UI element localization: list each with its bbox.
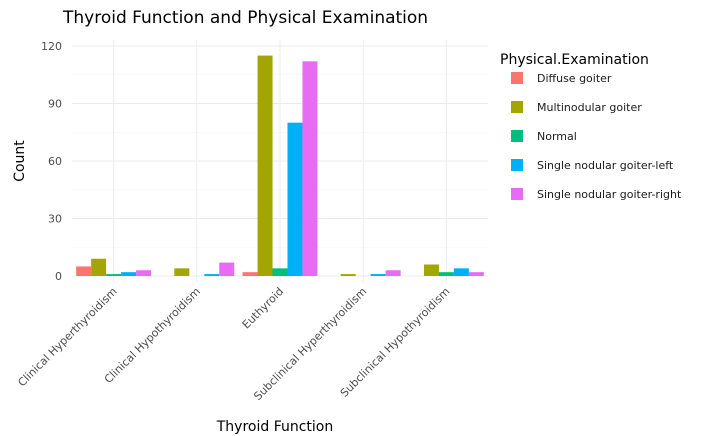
bars: Diffuse goiter: 5Multinodular goiter: 9N… — [76, 55, 484, 277]
bar: Single nodular goiter-left: 1 — [204, 274, 220, 276]
bar: Multinodular goiter: 6 — [423, 264, 439, 276]
bar: Single nodular goiter-left: 1 — [370, 274, 386, 276]
chart-title: Thyroid Function and Physical Examinatio… — [62, 8, 428, 28]
bar: Single nodular goiter-left: 2 — [121, 272, 137, 276]
bar: Single nodular goiter-right: 2 — [468, 272, 484, 276]
x-axis-title: Thyroid Function — [216, 419, 334, 435]
y-tick-label: 60 — [48, 155, 62, 168]
y-tick-label: 30 — [48, 213, 62, 226]
legend-label: Multinodular goiter — [537, 101, 642, 114]
y-tick-label: 90 — [48, 98, 62, 111]
y-tick-label: 0 — [55, 270, 62, 283]
legend-items: Diffuse goiter Multinodular goiter Normal S… — [511, 72, 682, 201]
bar: Multinodular goiter: 1 — [340, 274, 356, 276]
legend-swatch — [511, 101, 523, 113]
bar: Normal: 1 — [106, 274, 122, 276]
legend-swatch — [511, 72, 523, 84]
legend-swatch — [511, 130, 523, 142]
bar: Normal: 4 — [272, 268, 288, 276]
bar: Diffuse goiter: 2 — [242, 272, 258, 276]
grid — [72, 40, 488, 282]
legend-label: Normal — [537, 130, 577, 143]
bar: Single nodular goiter-right: 3 — [385, 270, 401, 276]
bar: Diffuse goiter: 5 — [76, 266, 92, 276]
y-tick-labels: 0 30 60 90 120 — [41, 40, 62, 283]
bar: Single nodular goiter-right: 112 — [302, 61, 318, 277]
bar: Multinodular goiter: 9 — [91, 258, 107, 276]
bar: Single nodular goiter-left: 4 — [453, 268, 469, 276]
bar: Normal: 2 — [438, 272, 454, 276]
legend-swatch — [511, 188, 523, 200]
bar: Single nodular goiter-right: 7 — [219, 262, 235, 276]
y-axis-title: Count — [12, 140, 28, 182]
x-tick-label: Clinical Hypothyroidism — [102, 285, 203, 386]
legend-swatch — [511, 159, 523, 171]
bar: Multinodular goiter: 115 — [257, 55, 273, 277]
legend-label: Diffuse goiter — [537, 72, 612, 85]
legend: Physical.Examination Diffuse goiter Multi… — [500, 52, 682, 201]
legend-label: Single nodular goiter-left — [537, 159, 674, 172]
legend-label: Single nodular goiter-right — [537, 188, 682, 201]
bar: Multinodular goiter: 4 — [174, 268, 190, 276]
x-tick-label: Euthyroid — [240, 285, 287, 332]
bar: Single nodular goiter-left: 80 — [287, 122, 303, 277]
y-tick-label: 120 — [41, 40, 62, 53]
legend-title: Physical.Examination — [500, 52, 649, 68]
bar: Single nodular goiter-right: 3 — [136, 270, 152, 276]
